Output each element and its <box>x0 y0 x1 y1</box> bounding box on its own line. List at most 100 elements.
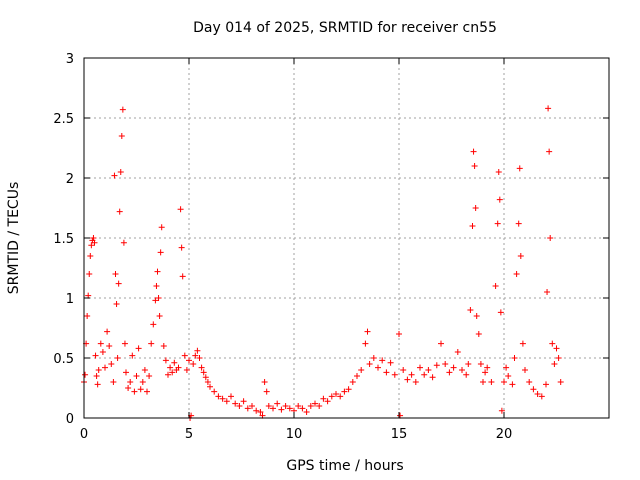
data-point <box>278 406 285 413</box>
data-point <box>90 235 97 241</box>
data-point <box>526 379 533 385</box>
data-point <box>253 407 260 414</box>
data-point <box>324 398 331 405</box>
data-point <box>175 364 182 371</box>
data-point <box>442 361 449 367</box>
data-point <box>104 328 111 335</box>
data-point <box>544 289 551 295</box>
data-point <box>492 283 499 289</box>
data-point <box>114 355 121 361</box>
data-point <box>547 235 554 241</box>
data-points <box>81 105 564 421</box>
data-point <box>82 371 89 378</box>
data-point <box>551 361 558 367</box>
data-point <box>505 373 512 379</box>
data-point <box>223 398 230 405</box>
data-point <box>446 369 453 376</box>
data-point <box>270 405 276 412</box>
data-point <box>475 331 482 337</box>
data-point <box>316 403 323 409</box>
data-point <box>123 369 129 376</box>
data-point <box>150 321 157 328</box>
data-point <box>219 395 226 402</box>
data-point <box>549 340 556 347</box>
data-point <box>121 340 128 347</box>
data-point <box>207 383 213 390</box>
data-point <box>555 355 562 361</box>
data-point <box>211 388 218 395</box>
data-point <box>463 371 470 378</box>
data-point <box>471 163 478 169</box>
data-point <box>112 271 119 277</box>
data-point <box>387 359 394 366</box>
data-point <box>119 106 126 113</box>
data-point <box>108 361 115 367</box>
data-point <box>179 273 186 280</box>
data-point <box>511 355 518 361</box>
data-point <box>295 403 302 409</box>
data-point <box>178 244 185 251</box>
data-point <box>156 313 163 319</box>
data-point <box>454 349 461 355</box>
data-point <box>265 403 272 409</box>
data-point <box>240 398 247 405</box>
data-point <box>417 364 423 371</box>
x-tick-labels: 0 5 10 15 20 <box>80 427 512 442</box>
data-point <box>148 340 155 347</box>
data-point <box>117 169 124 175</box>
data-point <box>274 400 281 407</box>
data-point <box>473 313 480 319</box>
data-point <box>192 352 199 359</box>
data-point <box>494 220 501 227</box>
data-point <box>249 403 255 409</box>
data-point <box>165 371 171 378</box>
x-tick-label: 20 <box>496 427 513 442</box>
data-point <box>404 376 411 383</box>
data-point <box>465 361 472 367</box>
data-point <box>345 386 352 393</box>
data-point <box>186 357 192 364</box>
data-point <box>236 403 243 409</box>
data-point <box>86 271 93 277</box>
data-point <box>153 283 160 289</box>
data-point <box>196 355 203 361</box>
data-point <box>408 371 415 378</box>
chart-title: Day 014 of 2025, SRMTID for receiver cn5… <box>193 20 497 36</box>
data-point <box>263 388 270 395</box>
data-point <box>498 407 505 414</box>
data-point <box>154 268 161 275</box>
data-point <box>320 395 327 402</box>
data-point <box>538 393 545 400</box>
data-point <box>286 405 293 412</box>
data-point <box>515 220 522 227</box>
data-point <box>433 362 440 369</box>
data-point <box>546 148 553 155</box>
data-point <box>477 361 484 367</box>
data-point <box>95 367 102 373</box>
data-point <box>93 373 100 379</box>
data-point <box>158 224 165 231</box>
y-tick-label: 1.5 <box>53 232 74 247</box>
data-point <box>282 403 289 409</box>
y-tick-label: 0 <box>66 412 74 427</box>
data-point <box>102 364 108 371</box>
data-point <box>497 309 504 316</box>
data-point <box>501 379 507 385</box>
data-point <box>139 379 146 385</box>
data-point <box>362 340 369 347</box>
data-point <box>120 239 127 246</box>
data-point <box>429 374 436 381</box>
data-point <box>459 367 465 373</box>
data-point <box>513 271 520 277</box>
y-tick-label: 3 <box>66 52 74 67</box>
data-point <box>484 364 491 371</box>
data-point <box>488 379 495 385</box>
data-point <box>349 379 356 385</box>
data-point <box>467 307 474 313</box>
data-point <box>470 148 477 155</box>
x-tick-label: 10 <box>286 427 303 442</box>
data-point <box>194 347 201 354</box>
y-tick-label: 2 <box>66 172 74 187</box>
data-point <box>307 403 314 409</box>
data-point <box>133 373 140 379</box>
